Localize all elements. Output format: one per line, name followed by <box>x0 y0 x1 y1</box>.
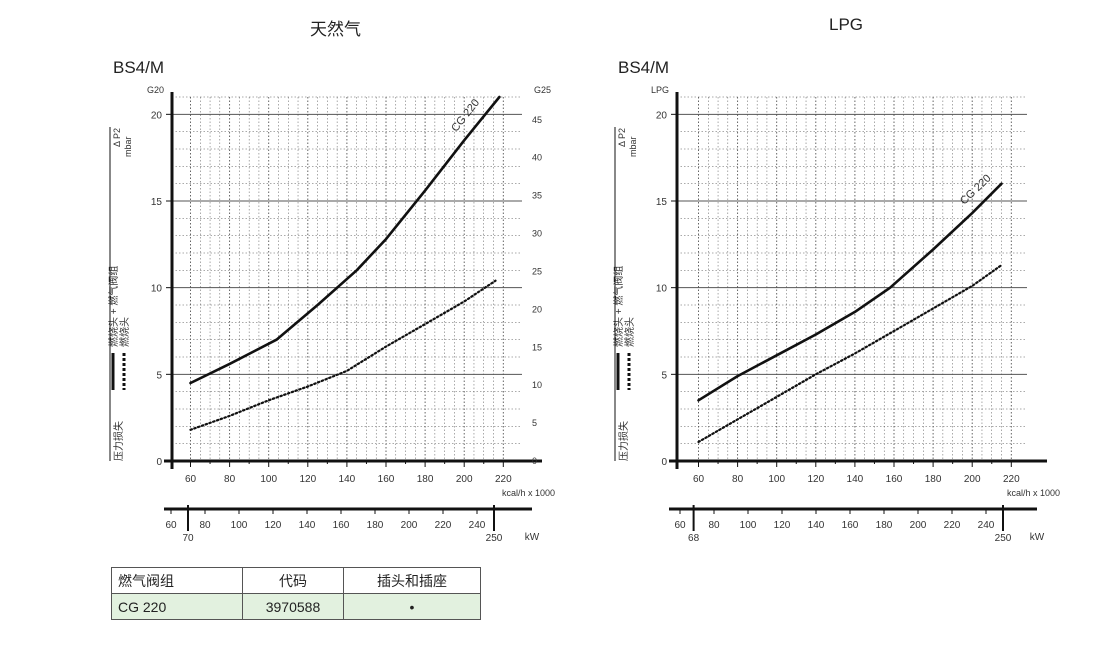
table-header-plug: 插头和插座 <box>343 567 481 594</box>
table-cell-plug: • <box>343 593 481 620</box>
y-right-tick-label: 30 <box>532 229 542 239</box>
kw-unit-label: kW <box>525 532 540 543</box>
x-tick-label: 160 <box>378 474 395 485</box>
y-right-tick-label: 25 <box>532 266 542 276</box>
legend-label-head-valve: 燃烧头 + 燃气阀组 <box>107 266 120 347</box>
y-tick-label: 10 <box>151 284 163 295</box>
kw-range-label: 250 <box>486 533 503 544</box>
x-tick-label: 120 <box>807 474 824 485</box>
kw-tick-label: 100 <box>740 520 757 531</box>
legend-label-head: 燃烧头 <box>623 317 636 347</box>
right-axis-label: G25 <box>534 85 551 95</box>
valve-train-table: 燃气阀组 代码 插头和插座 CG 220 3970588 • <box>111 567 481 620</box>
kw-range-label: 68 <box>688 533 700 544</box>
y-tick-label: 5 <box>661 370 667 381</box>
y-right-tick-label: 40 <box>532 153 542 163</box>
kw-tick-label: 160 <box>333 520 350 531</box>
model-label-right: BS4/M <box>618 58 670 77</box>
y-tick-label: 15 <box>151 197 163 208</box>
y-right-tick-label: 0 <box>532 456 537 466</box>
x-tick-label: 60 <box>185 474 197 485</box>
y-right-tick-label: 10 <box>532 380 542 390</box>
kw-tick-label: 160 <box>842 520 859 531</box>
legend-label-head-valve: 燃烧头 + 燃气阀组 <box>612 266 625 347</box>
kw-tick-label: 60 <box>674 520 686 531</box>
y-tick-label: 10 <box>656 284 668 295</box>
kw-tick-label: 200 <box>910 520 927 531</box>
x-axis-label: kcal/h x 1000 <box>502 488 555 498</box>
x-tick-label: 160 <box>886 474 903 485</box>
chart-title-lpg: LPG <box>829 15 864 34</box>
y-right-tick-label: 5 <box>532 418 537 428</box>
y-tick-label: 5 <box>156 370 162 381</box>
y-tick-label: 15 <box>656 197 668 208</box>
y-right-tick-label: 20 <box>532 304 542 314</box>
series-line-cg220 <box>697 182 1003 402</box>
x-tick-label: 60 <box>693 474 705 485</box>
x-tick-label: 180 <box>417 474 434 485</box>
kw-range-label: 70 <box>182 533 194 544</box>
y-axis-side-label: 压力损失 <box>112 421 125 461</box>
kw-tick-label: 240 <box>469 520 486 531</box>
kw-tick-label: 60 <box>165 520 177 531</box>
y-right-tick-label: 45 <box>532 115 542 125</box>
legend-label-head: 燃烧头 <box>118 317 131 347</box>
kw-tick-label: 80 <box>708 520 720 531</box>
x-tick-label: 100 <box>768 474 785 485</box>
table-cell-code: 3970588 <box>242 593 344 620</box>
x-tick-label: 220 <box>1003 474 1020 485</box>
x-tick-label: 100 <box>260 474 277 485</box>
x-tick-label: 220 <box>495 474 512 485</box>
x-axis-label: kcal/h x 1000 <box>1007 488 1060 498</box>
y-tick-label: 20 <box>656 110 668 121</box>
table-cell-valve: CG 220 <box>111 593 243 620</box>
kw-tick-label: 180 <box>876 520 893 531</box>
series-label: CG 220 <box>958 172 994 207</box>
x-tick-label: 120 <box>299 474 316 485</box>
x-tick-label: 80 <box>224 474 236 485</box>
series-line-cg220 <box>189 95 501 385</box>
y-axis-label-dp2: Δ P2 <box>617 128 627 147</box>
series-label: CG 220 <box>449 97 482 134</box>
x-tick-label: 200 <box>456 474 473 485</box>
kw-tick-label: 220 <box>944 520 961 531</box>
left-axis-label: LPG <box>651 85 669 95</box>
y-tick-label: 0 <box>156 457 162 468</box>
x-tick-label: 80 <box>732 474 744 485</box>
kw-tick-label: 180 <box>367 520 384 531</box>
y-axis-side-label: 压力损失 <box>617 421 630 461</box>
kw-tick-label: 200 <box>401 520 418 531</box>
model-label-left: BS4/M <box>113 58 165 77</box>
kw-range-label: 250 <box>995 533 1012 544</box>
series-line-burner-head <box>189 279 497 431</box>
y-tick-label: 20 <box>151 110 163 121</box>
x-tick-label: 140 <box>847 474 864 485</box>
y-axis-unit-mbar: mbar <box>628 136 638 157</box>
kw-tick-label: 240 <box>978 520 995 531</box>
y-tick-label: 0 <box>661 457 667 468</box>
x-tick-label: 200 <box>964 474 981 485</box>
table-row: CG 220 3970588 • <box>111 593 481 620</box>
table-header-code: 代码 <box>242 567 344 594</box>
table-header-valve: 燃气阀组 <box>111 567 243 594</box>
x-tick-label: 140 <box>339 474 356 485</box>
kw-tick-label: 80 <box>199 520 211 531</box>
kw-tick-label: 120 <box>774 520 791 531</box>
kw-tick-label: 100 <box>231 520 248 531</box>
x-tick-label: 180 <box>925 474 942 485</box>
left-axis-label: G20 <box>147 85 164 95</box>
y-axis-unit-mbar: mbar <box>123 136 133 157</box>
kw-tick-label: 120 <box>265 520 282 531</box>
chart-title-natural-gas: 天然气 <box>310 20 361 39</box>
y-axis-label-dp2: Δ P2 <box>112 128 122 147</box>
kw-tick-label: 220 <box>435 520 452 531</box>
kw-tick-label: 140 <box>299 520 316 531</box>
kw-tick-label: 140 <box>808 520 825 531</box>
series-line-burner-head <box>697 264 1003 443</box>
kw-unit-label: kW <box>1030 532 1045 543</box>
y-right-tick-label: 35 <box>532 191 542 201</box>
y-right-tick-label: 15 <box>532 342 542 352</box>
